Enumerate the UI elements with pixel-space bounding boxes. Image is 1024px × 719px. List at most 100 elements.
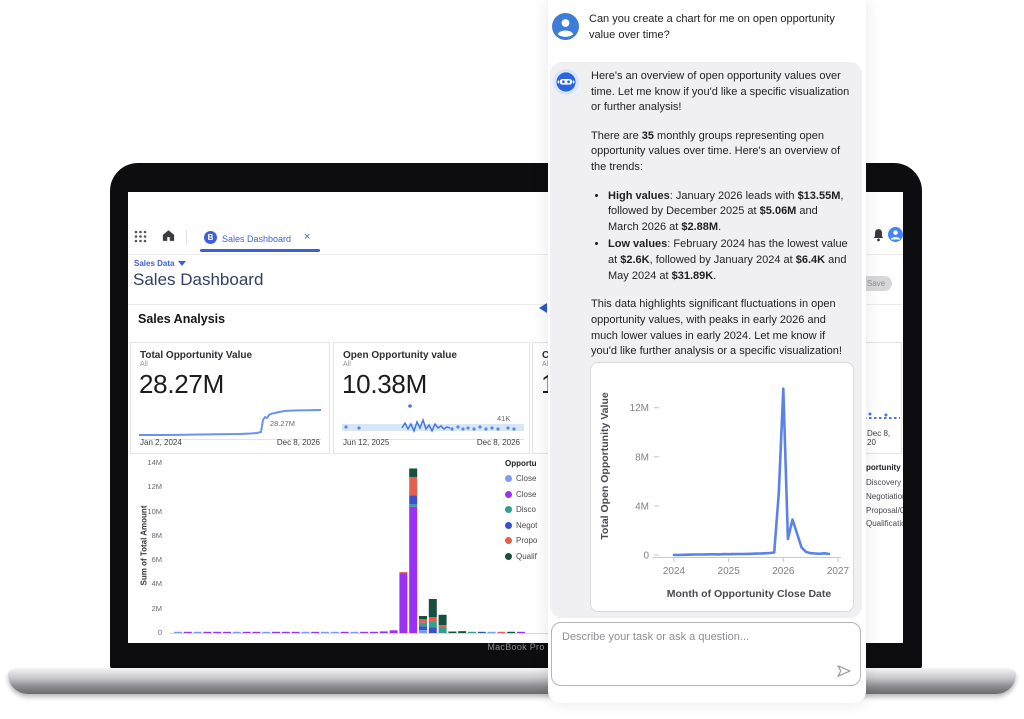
bar [232, 631, 241, 633]
bar-y-tick-label: 14M [147, 458, 162, 467]
tab-sales-dashboard[interactable]: Sales Dashboard [222, 234, 292, 244]
data-dot [344, 425, 348, 429]
legend-item[interactable]: Negot [505, 518, 537, 534]
bar-y-tick-label: 12M [147, 482, 162, 492]
bar-segment [428, 617, 437, 622]
home-icon[interactable] [161, 228, 176, 243]
bar [497, 631, 506, 633]
apps-grid-icon[interactable] [134, 230, 147, 243]
kpi-card-open-opportunity[interactable]: Open Opportunity value All 10.38M 41K Ju… [333, 342, 530, 454]
y-tick-label: 0 [643, 551, 649, 562]
user-avatar-glyph [890, 230, 901, 240]
y-tick-label: 8M [635, 452, 649, 463]
bar [252, 631, 261, 633]
bar-segment [438, 614, 447, 626]
bar [174, 631, 182, 633]
legend2-item[interactable]: Discovery [866, 478, 902, 487]
kpi-filter: All [343, 361, 351, 368]
bar [370, 631, 378, 633]
legend-item[interactable]: Propo [505, 533, 537, 549]
bar-chart-legend: Opportu Close Close Disco Negot Propo Qualif [505, 459, 537, 564]
date-end: Dec 8, 2026 [276, 438, 320, 447]
bar-segment [419, 619, 427, 623]
y-axis-title: Total Open Opportunity Value [599, 392, 611, 540]
tab-close-icon[interactable]: × [304, 231, 311, 243]
legend-color-dot [505, 537, 512, 545]
user-avatar-small[interactable] [888, 227, 903, 242]
bar [458, 631, 467, 633]
legend-color-dot [505, 490, 512, 498]
datasource-breadcrumb[interactable]: Sales Data [134, 259, 187, 268]
chat-panel: Can you create a chart for me on open op… [548, 0, 866, 703]
open-opportunity-line-chart: 0 4M 8M 12M 2024 2025 2026 2027 Total Open Oppor… [599, 387, 850, 600]
legend2-item[interactable]: Qualification [866, 519, 903, 529]
bar [507, 631, 516, 633]
legend-item[interactable]: Disco [505, 502, 537, 518]
legend-item[interactable]: Close [505, 471, 537, 487]
chat-input[interactable] [552, 623, 860, 685]
toolbar-divider [128, 254, 903, 255]
legend-label: Qualif [516, 551, 537, 561]
page-title: Sales Dashboard [133, 270, 264, 289]
kpi-sparkline-fragment [864, 412, 900, 419]
sparkline-wave [401, 417, 451, 434]
collapse-panel-arrow[interactable] [539, 303, 547, 313]
legend-color-dot [505, 475, 512, 483]
assistant-closing: This data highlights significant fluctua… [591, 298, 842, 358]
data-dot [868, 412, 872, 416]
bar-y-tick-label: 10M [147, 506, 162, 516]
data-dot [456, 425, 460, 429]
bar-y-tick-label: 8M [151, 530, 162, 540]
data-dot [461, 427, 465, 431]
y-tick-label: 4M [635, 501, 649, 512]
save-button[interactable]: Save [860, 276, 892, 291]
kpi-title: Total Opportunity Value [140, 350, 253, 361]
bar [203, 631, 212, 633]
assistant-message-body: Here's an overview of open opportunity v… [591, 69, 851, 373]
data-dot [490, 426, 494, 430]
chevron-down-icon [178, 261, 187, 266]
data-dot [506, 426, 510, 430]
data-line [672, 387, 831, 557]
toolbar-separator [186, 230, 187, 245]
legend-label: Close [516, 489, 537, 499]
legend2-item[interactable]: Negotiation [866, 491, 903, 501]
kpi-card-total-opportunity[interactable]: Total Opportunity Value All 28.27M 28.27… [130, 342, 330, 454]
assistant-bullet-list: High values: January 2026 leads with $13… [591, 189, 851, 285]
bullet-low-values: Low values: February 2024 has the lowest… [608, 237, 851, 284]
bar [193, 631, 202, 633]
legend2-item[interactable]: Proposal/Q [866, 505, 903, 515]
legend-color-dot [505, 506, 512, 514]
assistant-message-bubble: Here's an overview of open opportunity v… [550, 62, 862, 618]
date-end: Dec 8, 20 [867, 429, 891, 447]
dashboard-tab-logo-icon: B [204, 231, 217, 244]
bar-segment [409, 506, 418, 633]
bar [213, 631, 222, 633]
bar [330, 631, 339, 633]
bar-segment [409, 476, 418, 496]
sparkline-annotation: 28.27M [270, 419, 295, 428]
bar [183, 631, 192, 633]
bar [242, 631, 251, 633]
bar [360, 631, 369, 633]
date-start: Jun 12, 2025 [343, 438, 390, 447]
data-dot [484, 427, 488, 431]
bot-avatar-icon [553, 69, 579, 95]
bar [291, 631, 300, 633]
bar-segment [419, 622, 427, 627]
bar [311, 631, 320, 633]
x-tick-label: 2027 [827, 566, 850, 577]
kpi-filter: All [140, 361, 148, 368]
legend-item[interactable]: Qualif [505, 549, 537, 565]
y-tick-label: 12M [630, 403, 649, 414]
data-dot [472, 427, 476, 431]
kpi-date-range: Dec 8, 20 [867, 429, 892, 447]
notifications-bell-icon[interactable] [872, 228, 885, 242]
kpi-title: Cl [542, 350, 552, 361]
bar-y-tick-label: 6M [151, 555, 162, 565]
bar [350, 631, 359, 633]
legend-item[interactable]: Close [505, 487, 537, 503]
bar [448, 631, 457, 633]
send-icon[interactable] [836, 663, 852, 679]
data-dot [496, 427, 500, 431]
